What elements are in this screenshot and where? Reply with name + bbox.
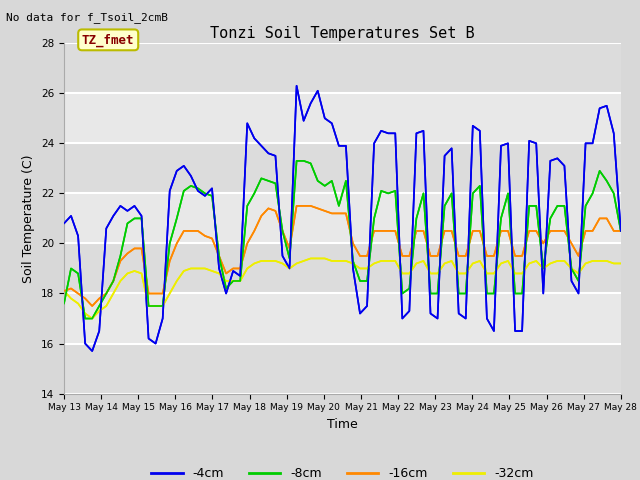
Title: Tonzi Soil Temperatures Set B: Tonzi Soil Temperatures Set B bbox=[210, 25, 475, 41]
Bar bbox=[64, 144, 621, 193]
Bar bbox=[64, 243, 621, 293]
Y-axis label: Soil Temperature (C): Soil Temperature (C) bbox=[22, 154, 35, 283]
Text: No data for f_Tsoil_2cmB: No data for f_Tsoil_2cmB bbox=[6, 12, 168, 23]
Text: TZ_fmet: TZ_fmet bbox=[82, 33, 134, 47]
Bar bbox=[64, 43, 621, 93]
Bar bbox=[64, 293, 621, 344]
Bar bbox=[64, 344, 621, 394]
Bar bbox=[64, 93, 621, 144]
X-axis label: Time: Time bbox=[327, 418, 358, 431]
Legend: -4cm, -8cm, -16cm, -32cm: -4cm, -8cm, -16cm, -32cm bbox=[147, 462, 538, 480]
Bar bbox=[64, 193, 621, 243]
